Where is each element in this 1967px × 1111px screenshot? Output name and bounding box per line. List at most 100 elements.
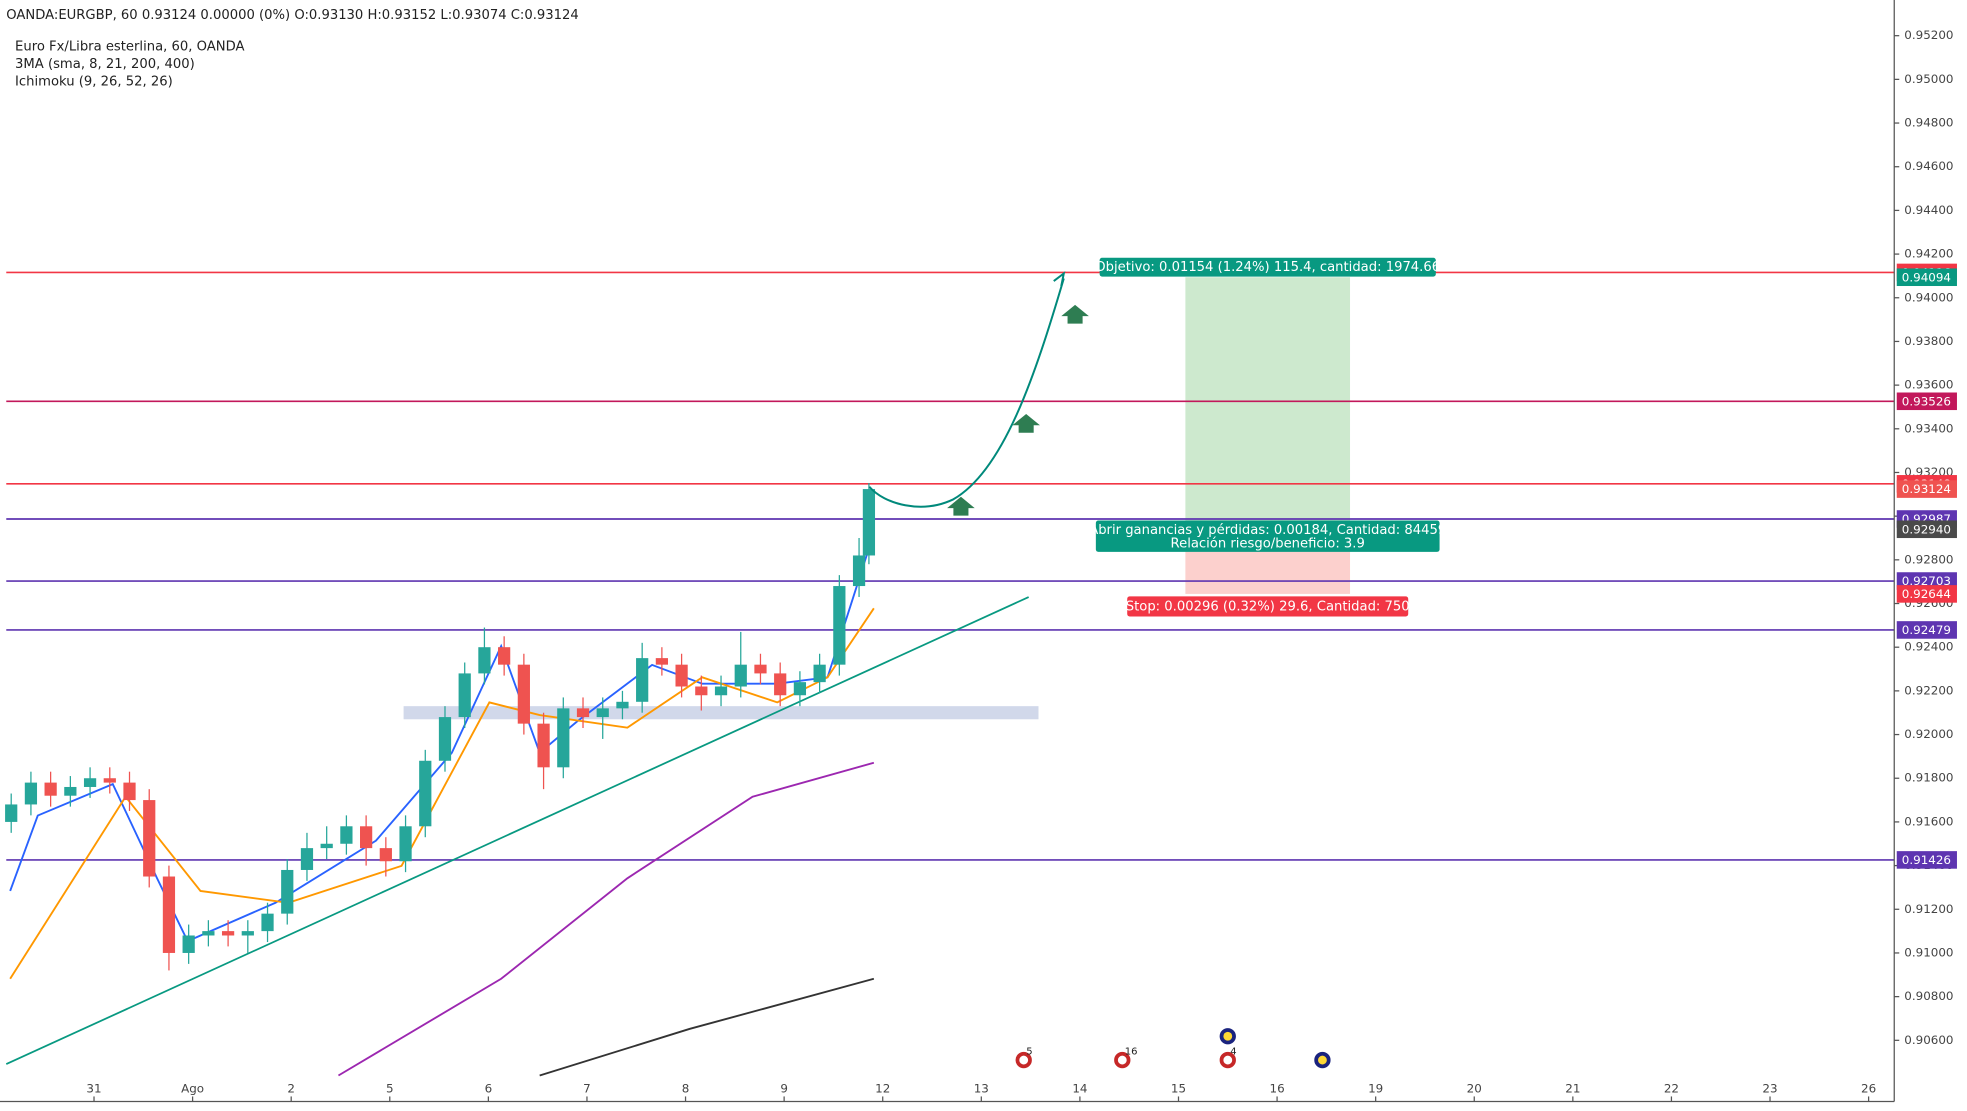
candle-body [596, 708, 609, 718]
candle-body [182, 935, 195, 953]
candle-body [498, 647, 511, 665]
candle-body [300, 848, 314, 870]
candle-body [714, 686, 728, 696]
candle-body [44, 782, 57, 796]
candle-body [458, 673, 471, 718]
x-tick-label: 5 [386, 1081, 394, 1095]
event-icon-inner [1223, 1055, 1233, 1065]
candle-body [340, 826, 353, 844]
candle-body [557, 708, 570, 768]
y-tick-label: 0.92400 [1904, 640, 1953, 654]
open-label-box [1095, 520, 1440, 552]
candle-body [833, 586, 846, 665]
price-label-box [1896, 392, 1957, 411]
candle-body [379, 848, 392, 862]
price-label-box [1896, 520, 1957, 539]
x-tick-label: 6 [485, 1081, 493, 1095]
legend-line: 3MA (sma, 8, 21, 200, 400) [15, 57, 195, 72]
moving-average [9, 607, 875, 980]
price-label-box [1896, 585, 1957, 603]
price-label-box [1896, 851, 1957, 869]
forecast-curve [868, 278, 1065, 508]
up-arrow [1061, 304, 1089, 324]
price-label: 0.92644 [1902, 587, 1951, 601]
candle-body [754, 664, 767, 674]
candle-body [852, 555, 866, 587]
candle-body [123, 782, 136, 801]
event-count: 4 [1230, 1046, 1236, 1057]
plot-area [5, 271, 1895, 1077]
price-label: 0.92703 [1902, 574, 1951, 588]
candle-body [24, 782, 38, 805]
candle-body [862, 489, 876, 556]
x-tick-label: 31 [86, 1081, 101, 1095]
candle-body [537, 723, 550, 768]
target-zone [1185, 277, 1351, 530]
event-icon-inner [1318, 1055, 1327, 1065]
candle-body [438, 717, 452, 761]
up-arrow [1012, 413, 1040, 433]
y-tick-label: 0.93400 [1904, 421, 1953, 435]
x-tick-label: 9 [780, 1081, 788, 1095]
candle-body [675, 664, 688, 687]
price-label-box [1896, 268, 1957, 287]
time-axis-bg [0, 1101, 1967, 1111]
forecast-drawing [868, 271, 1089, 516]
candle-body [616, 701, 629, 709]
event-icon-inner [1117, 1055, 1127, 1065]
x-tick-label: 12 [875, 1081, 890, 1095]
x-tick-label: 21 [1565, 1081, 1580, 1095]
up-arrow [947, 496, 975, 516]
x-tick-label: 20 [1467, 1081, 1482, 1095]
forecast-arrowhead [1053, 271, 1066, 287]
x-tick-label: 26 [1861, 1081, 1876, 1095]
price-axis-bg [1894, 0, 1967, 1111]
y-tick-label: 0.92800 [1904, 552, 1953, 566]
price-label: 0.93526 [1902, 394, 1951, 408]
y-tick-label: 0.93600 [1904, 378, 1953, 392]
y-tick-label: 0.90600 [1904, 1033, 1953, 1047]
x-tick-label: 16 [1269, 1081, 1284, 1095]
event-icon-inner [1019, 1055, 1029, 1065]
candle-body [734, 664, 747, 687]
candle-body [202, 931, 215, 936]
moving-average [539, 977, 875, 1077]
x-tick-label: 8 [682, 1081, 690, 1095]
event-count: 16 [1125, 1046, 1138, 1057]
y-tick-label: 0.92200 [1904, 683, 1953, 697]
target-label: Objetivo: 0.01154 (1.24%) 115.4, cantida… [1095, 260, 1440, 275]
candle-body [655, 658, 668, 665]
candle-body [774, 673, 787, 696]
candle-body [143, 800, 156, 877]
price-label: 0.94094 [1902, 270, 1951, 284]
x-tick-label: 7 [583, 1081, 591, 1095]
candle-body [419, 760, 432, 827]
trend-line [5, 596, 1030, 1065]
event-count: 5 [1026, 1046, 1032, 1057]
x-tick-label: 23 [1762, 1081, 1777, 1095]
y-tick-label: 0.94000 [1904, 290, 1953, 304]
legend-line: Ichimoku (9, 26, 52, 26) [15, 75, 173, 90]
stop-label-box [1127, 596, 1409, 617]
y-tick-label: 0.94600 [1904, 159, 1953, 173]
y-tick-label: 0.94400 [1904, 203, 1953, 217]
candle-body [5, 804, 18, 822]
candle-body [695, 686, 708, 696]
price-label-box [1896, 621, 1957, 639]
x-tick-label: 14 [1072, 1081, 1087, 1095]
support-zone [403, 706, 1039, 720]
event-icon-inner [1223, 1031, 1233, 1041]
candle-body [478, 647, 491, 674]
x-tick-label: Ago [181, 1081, 204, 1095]
y-tick-label: 0.93800 [1904, 334, 1953, 348]
candle-body [399, 826, 412, 862]
y-tick-label: 0.91000 [1904, 945, 1953, 959]
target-label-box [1099, 257, 1436, 277]
price-label: 0.92940 [1902, 522, 1951, 536]
price-label-box [1896, 480, 1957, 498]
x-tick-label: 19 [1368, 1081, 1383, 1095]
